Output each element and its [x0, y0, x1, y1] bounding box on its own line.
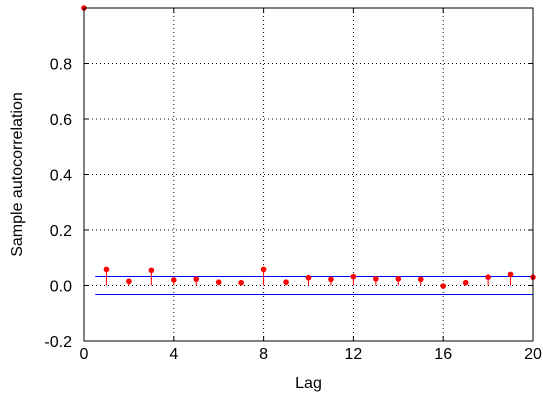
grid-lines [84, 8, 533, 341]
stem-marker [148, 267, 155, 274]
x-tick-label: 0 [80, 346, 89, 363]
stem-series [81, 5, 536, 289]
x-tick-label: 4 [169, 346, 178, 363]
y-tick-label: -0.2 [44, 334, 72, 351]
stem-marker [215, 279, 222, 285]
x-tick-label: 20 [524, 346, 542, 363]
stem-marker [507, 271, 514, 278]
y-tick-label: 0.8 [50, 57, 72, 74]
stem-marker [440, 283, 447, 289]
x-tick-labels: 0 4 8 12 16 20 [80, 346, 542, 363]
stem-marker [238, 279, 244, 286]
y-tick-label: 0.6 [50, 112, 72, 129]
y-tick-label: 0.0 [50, 279, 72, 296]
stem-marker [126, 278, 132, 285]
stem-marker [350, 273, 357, 280]
x-axis-label: Lag [295, 375, 322, 392]
stem-marker [305, 274, 312, 281]
confidence-bounds [95, 275, 533, 296]
stem-marker [193, 276, 200, 282]
stem-marker [373, 276, 379, 282]
y-tick-labels: -0.2 0.0 0.2 0.4 0.6 0.8 [44, 57, 72, 352]
stem-marker [395, 276, 402, 282]
axis-ticks [83, 8, 534, 342]
stem-marker [485, 274, 491, 280]
stem-marker [283, 279, 289, 285]
stem-marker [103, 266, 110, 273]
y-tick-label: 0.2 [50, 223, 72, 240]
stem-marker [260, 266, 267, 273]
stem-marker [462, 279, 469, 286]
stem-marker [171, 277, 177, 283]
stem-marker [328, 276, 334, 283]
stem-marker [417, 276, 424, 283]
y-axis-label: Sample autocorrelation [9, 92, 26, 257]
y-tick-label: 0.4 [50, 168, 72, 185]
x-tick-label: 8 [259, 346, 268, 363]
x-tick-label: 16 [434, 346, 452, 363]
x-tick-label: 12 [345, 346, 363, 363]
